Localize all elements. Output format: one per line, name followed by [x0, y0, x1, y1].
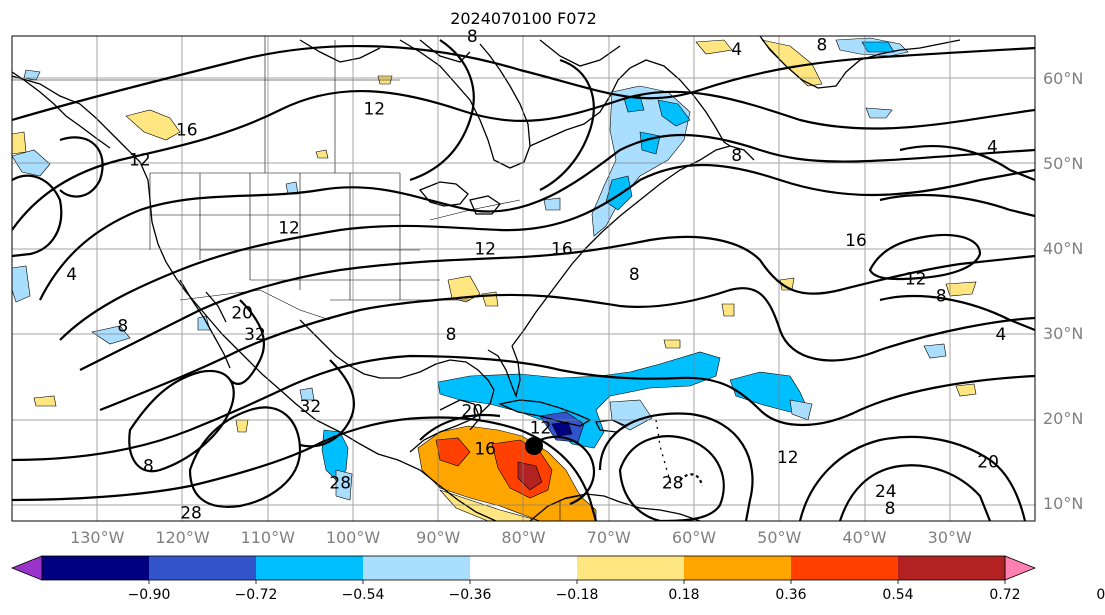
contour-label: 32 — [300, 397, 322, 417]
lon-label: 90°W — [416, 528, 461, 547]
warm-anomaly-west — [435, 437, 471, 467]
lon-label: 120°W — [155, 528, 210, 547]
contour-label: 8 — [467, 27, 478, 47]
pacific-coast — [12, 75, 497, 521]
florida — [487, 345, 521, 399]
atlantic-coast — [511, 145, 755, 347]
contour-label: 8 — [143, 457, 154, 477]
contour-label: 32 — [244, 325, 266, 345]
colorbar — [10, 555, 1037, 584]
contour-label: 8 — [731, 146, 742, 166]
contour-label: 12 — [777, 448, 799, 468]
lon-label: 40°W — [842, 528, 887, 547]
storm-center-marker — [525, 437, 543, 455]
lat-label: 60°N — [1043, 68, 1084, 88]
colorbar-outline — [41, 555, 1006, 581]
colorbar-segment — [149, 556, 257, 580]
colorbar-tick-label: 0.54 — [882, 587, 914, 603]
lon-label: 60°W — [671, 528, 717, 547]
contour-label: 8 — [885, 499, 896, 519]
contour-label: 12 — [905, 270, 927, 290]
contour-label: 16 — [845, 231, 867, 251]
lat-label: 30°N — [1043, 323, 1084, 343]
yucatan — [439, 399, 481, 431]
contour-label: 16 — [474, 440, 496, 460]
alaska — [12, 71, 111, 149]
contour-label: 20 — [462, 401, 484, 421]
colorbar-segment — [577, 556, 685, 580]
contour-label: 20 — [231, 304, 253, 324]
contour-label: 8 — [446, 325, 457, 345]
greenland — [759, 36, 961, 89]
colorbar-tick-label: 0.72 — [989, 587, 1021, 603]
colorbar-segment — [256, 556, 364, 580]
colorbar-segment — [470, 556, 578, 580]
lat-label: 10°N — [1043, 493, 1084, 513]
colorbar-tick-label: 0.36 — [775, 587, 807, 603]
contour-label: 4 — [995, 325, 1006, 345]
lon-label: 110°W — [240, 528, 295, 547]
colorbar-segment — [363, 556, 471, 580]
contour-label: 8 — [117, 316, 128, 336]
lon-label: 70°W — [586, 528, 631, 547]
labrador-coast — [529, 59, 731, 147]
colorbar-segment — [42, 556, 150, 580]
contour-label: 12 — [474, 240, 496, 260]
lon-label: 30°W — [927, 528, 972, 547]
contour-label: 28 — [662, 474, 684, 494]
colorbar-segment — [684, 556, 792, 580]
contour-label: 16 — [176, 121, 198, 141]
contour-label: 4 — [731, 40, 742, 60]
lon-label: 130°W — [70, 528, 125, 547]
south-america — [529, 493, 701, 521]
contour-label: 4 — [66, 265, 77, 285]
lat-label: 40°N — [1043, 238, 1084, 258]
lesser-antilles — [655, 419, 673, 489]
lon-label: 80°W — [501, 528, 546, 547]
colorbar-segment — [898, 556, 1006, 580]
contour-label: 8 — [816, 36, 827, 56]
lon-label: 100°W — [325, 528, 381, 547]
contour-label: 24 — [875, 482, 897, 502]
contour-label: 4 — [987, 138, 998, 158]
contour-label: 28 — [329, 474, 351, 494]
contour-label: 12 — [363, 99, 385, 119]
contour-label: 20 — [977, 452, 999, 472]
map-frame — [11, 35, 1036, 522]
lat-label: 20°N — [1043, 408, 1084, 428]
colorbar-tick-label: −0.90 — [127, 587, 171, 603]
contour-lines — [12, 39, 1035, 521]
contour-label: 28 — [180, 503, 202, 523]
colorbar-tick-label: 0.18 — [668, 587, 700, 603]
colorbar-segment — [791, 556, 899, 580]
colorbar-extend-high — [1004, 555, 1037, 581]
colorbar-tick-label: −0.54 — [341, 587, 385, 603]
map-title: 2024070100 F072 — [450, 9, 597, 28]
colorbar-tick-label: −0.72 — [234, 587, 278, 603]
gulf-coast — [299, 319, 495, 453]
lat-label: 50°N — [1043, 153, 1084, 173]
lon-label: 50°W — [757, 528, 802, 547]
contour-label: 8 — [936, 287, 947, 307]
contour-label: 16 — [551, 240, 573, 260]
graticule — [12, 36, 1035, 521]
colorbar-tick-label: −0.18 — [555, 587, 599, 603]
warm-anomaly-peak — [517, 461, 543, 491]
colorbar-tick-label: −0.36 — [448, 587, 492, 603]
contour-label: 12 — [530, 418, 552, 438]
contour-label: 8 — [629, 265, 640, 285]
colorbar-tick-label: 0.90 — [1096, 587, 1105, 603]
contour-label: 12 — [129, 150, 151, 170]
shaded-fields — [12, 37, 977, 521]
contour-label: 12 — [278, 218, 300, 238]
colorbar-extend-low — [10, 555, 43, 581]
